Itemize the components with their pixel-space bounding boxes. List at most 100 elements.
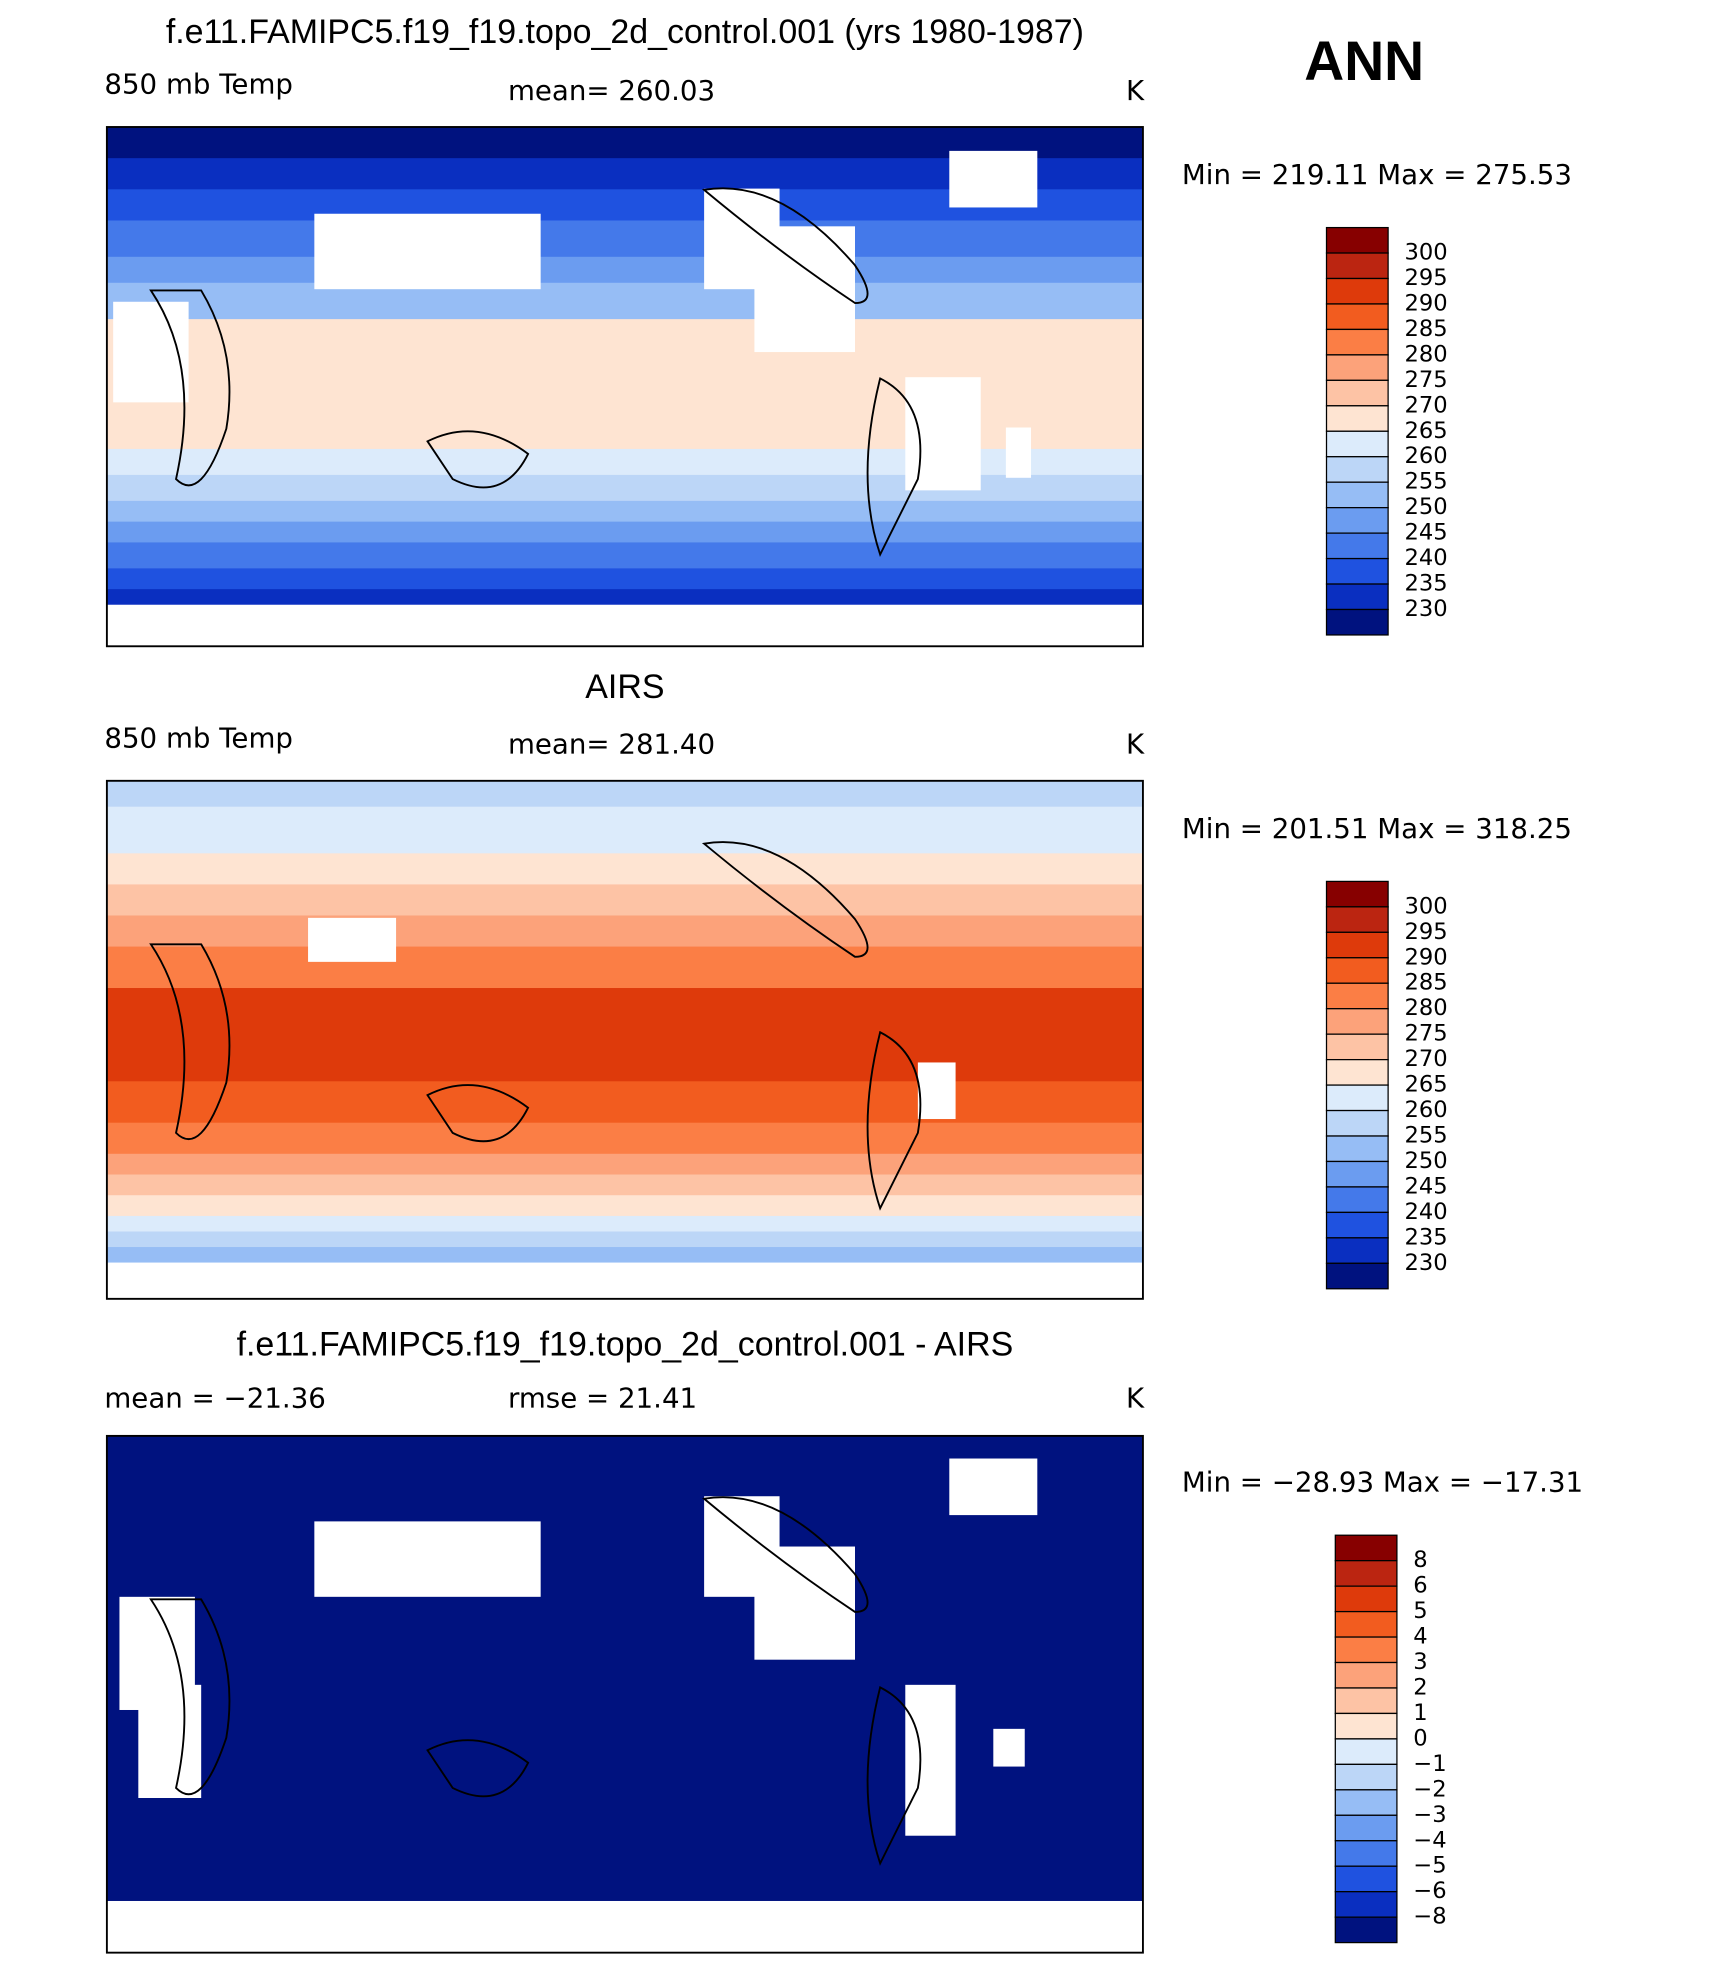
land-mask [1005,427,1032,478]
coastline [149,187,922,557]
map-band [106,780,1143,808]
colorbar-box [1325,1033,1389,1061]
map [106,780,1143,1299]
colorbar-box [1334,1610,1398,1638]
colorbar-box [1325,1084,1389,1112]
colorbar-box [1325,379,1389,407]
colorbar-box [1334,1916,1398,1944]
range-label: Min = 219.11 Max = 275.53 [1182,158,1572,191]
colorbar-box [1334,1687,1398,1715]
map-band [106,589,1143,606]
colorbar-label: 255 [1404,469,1447,495]
colorbar-label: −2 [1413,1776,1446,1802]
map-band [106,1900,1143,1953]
colorbar-box [1325,430,1389,458]
panel-units: K [1126,728,1145,761]
colorbar-box [1325,583,1389,611]
colorbar-label: 250 [1404,1148,1447,1174]
colorbar-label: 280 [1404,995,1447,1021]
colorbar-label: 240 [1404,545,1447,571]
colorbar-box [1325,226,1389,254]
map-frame [105,1434,1144,1954]
map-band [106,1262,1143,1299]
colorbar-box [1325,252,1389,280]
colorbar-box [1325,1186,1389,1214]
panel-title: f.e11.FAMIPC5.f19_f19.topo_2d_control.00… [237,1326,1014,1364]
panel-left-label: 850 mb Temp [104,721,293,754]
colorbar-label: 285 [1404,970,1447,996]
colorbar-label: 285 [1404,316,1447,342]
colorbar-label: 290 [1404,290,1447,316]
map-band [106,604,1143,647]
map [106,1435,1143,1953]
colorbar-box [1325,1262,1389,1290]
colorbar-box [1325,456,1389,483]
colorbar-box [1325,1135,1389,1163]
map-band [106,521,1143,544]
land-mask [754,1546,855,1660]
colorbar-label: 235 [1404,571,1447,597]
map-band [106,853,1143,886]
map-band [106,1231,1143,1249]
colorbar-box [1325,982,1389,1010]
map-band [106,988,1143,1083]
colorbar-label: 265 [1404,1072,1447,1098]
colorbar-label: −8 [1413,1904,1446,1930]
map-band [106,1247,1143,1264]
map-frame [105,126,1144,648]
colorbar-box [1325,481,1389,509]
land-mask [138,1684,202,1799]
colorbar-box [1325,931,1389,959]
range-label: Min = 201.51 Max = 318.25 [1182,812,1572,845]
land-mask [308,917,397,962]
map-band [106,946,1143,990]
colorbar-label: 270 [1404,1046,1447,1072]
map-band [106,256,1143,285]
colorbar-label: 6 [1413,1573,1427,1599]
colorbar-label: 245 [1404,520,1447,546]
colorbar-box [1325,1008,1389,1035]
panel-title: f.e11.FAMIPC5.f19_f19.topo_2d_control.00… [166,13,1084,51]
land-mask [314,213,541,290]
map-band [106,474,1143,503]
map-band [106,220,1143,259]
colorbar-label: 265 [1404,418,1447,444]
map-band [106,319,1143,451]
colorbar-box [1325,608,1389,636]
colorbar-label: 250 [1404,494,1447,520]
panel-stat: rmse = 21.41 [508,1381,697,1414]
colorbar-box [1325,880,1389,908]
colorbar-box [1334,1840,1398,1867]
land-mask [917,1062,956,1120]
colorbar-box [1325,906,1389,933]
colorbar-label: 295 [1404,265,1447,291]
colorbar-label: 0 [1413,1725,1427,1751]
land-mask [754,226,855,353]
colorbar-box [1325,1211,1389,1239]
colorbar-box [1325,354,1389,381]
panel-title: AIRS [585,668,664,706]
map-band [106,542,1143,570]
colorbar-box [1334,1789,1398,1816]
panel-units: K [1126,1381,1145,1414]
season-label: ANN [1304,30,1424,92]
colorbar-label: 4 [1413,1624,1427,1650]
colorbar-box [1334,1891,1398,1918]
colorbar-label: 280 [1404,341,1447,367]
map-band [106,1195,1143,1218]
colorbar-label: 8 [1413,1547,1427,1573]
colorbar-box [1334,1712,1398,1740]
colorbar-label: 230 [1404,596,1447,622]
land-mask [314,1521,541,1597]
colorbar-box [1325,1058,1389,1086]
land-mask [905,377,981,491]
colorbar-label: 235 [1404,1224,1447,1250]
panel-left-label: 850 mb Temp [104,67,293,100]
colorbar-label: 275 [1404,367,1447,393]
land-mask [949,1458,1038,1516]
colorbar-label: 295 [1404,919,1447,945]
colorbar-box [1325,1160,1389,1188]
colorbar-box [1334,1814,1398,1842]
colorbar-label: 260 [1404,1097,1447,1123]
